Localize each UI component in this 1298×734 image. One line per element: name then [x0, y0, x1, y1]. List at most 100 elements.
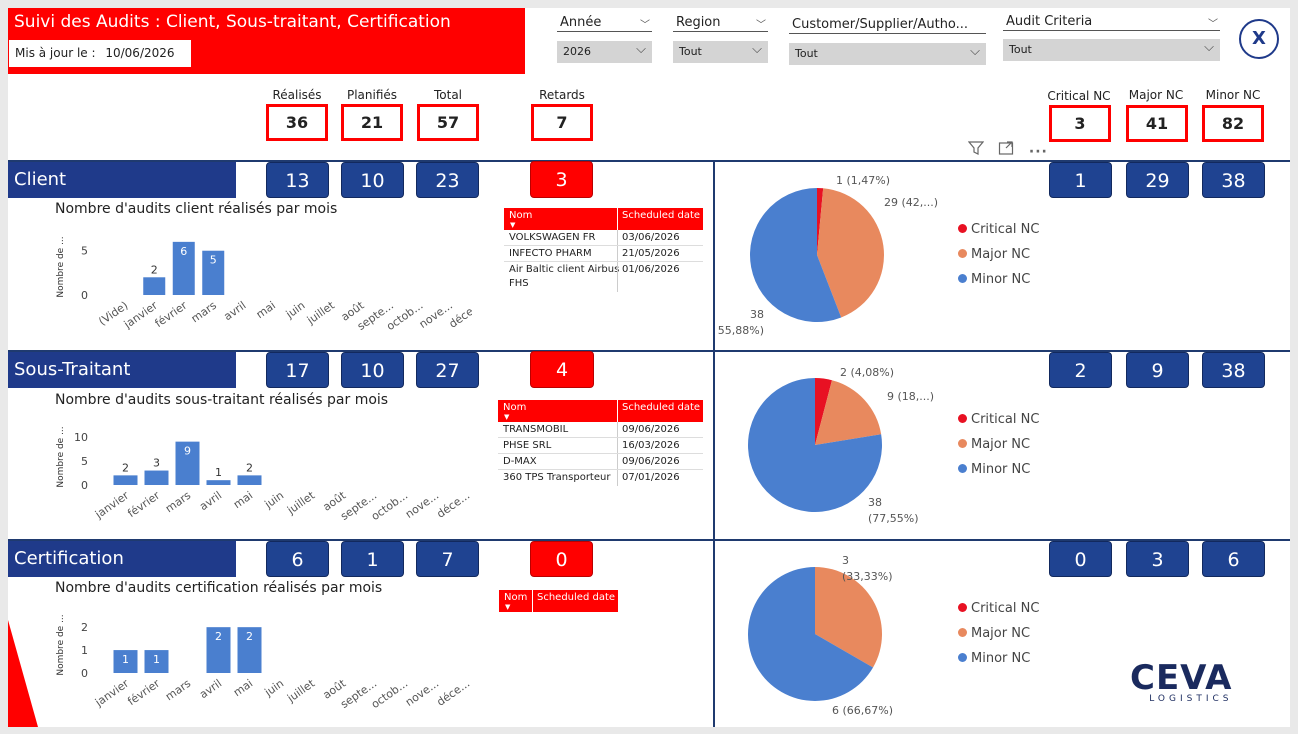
- year-filter-label[interactable]: Année ﹀: [557, 15, 652, 32]
- legend-item[interactable]: Minor NC: [958, 462, 1039, 487]
- table-header-nom[interactable]: Nom: [504, 592, 528, 603]
- bar: [113, 475, 138, 485]
- kpi-major-label: Major NC: [1128, 88, 1184, 102]
- legend-item[interactable]: Minor NC: [958, 651, 1039, 676]
- table-header: Nom ▼ Scheduled date: [504, 208, 703, 230]
- table-header-date[interactable]: Scheduled date: [622, 402, 701, 413]
- x-tick-label: février: [125, 677, 162, 709]
- certification-nc-pie-chart: 3 (33,33%) 6 (66,67%): [748, 554, 893, 717]
- kpi-critical-label: Critical NC: [1047, 89, 1111, 103]
- table-row[interactable]: 360 TPS Transporteur 07/01/2026: [498, 470, 703, 486]
- customer-filter-label[interactable]: Customer/Supplier/Autho...: [789, 17, 986, 34]
- table-header-nom[interactable]: Nom: [509, 210, 533, 221]
- more-options-icon[interactable]: ···: [1028, 144, 1048, 160]
- chevron-down-icon: ⌵: [752, 42, 762, 57]
- certification-bar-chart: Nombre de ... 0 1 2 1 janvier 1 février mars 2 avr…: [56, 614, 472, 711]
- table-row[interactable]: TRANSMOBIL 09/06/2026: [498, 422, 703, 438]
- pie-slice: [815, 378, 832, 445]
- client-chart-title: Nombre d'audits client réalisés par mois: [55, 201, 338, 217]
- table-header: Nom ▼ Scheduled date: [498, 400, 703, 422]
- certification-total-count: 7: [416, 541, 479, 577]
- pie-slice: [748, 378, 882, 512]
- table-row[interactable]: VOLKSWAGEN FR 03/06/2026: [504, 230, 703, 246]
- legend-item[interactable]: Critical NC: [958, 601, 1039, 626]
- y-tick-label: 0: [81, 479, 88, 492]
- subcontractor-major-count: 9: [1126, 352, 1189, 388]
- table-header-date[interactable]: Scheduled date: [622, 210, 701, 221]
- bar: [206, 480, 231, 485]
- chevron-down-icon: ⌵: [1204, 40, 1214, 55]
- focus-mode-icon[interactable]: [998, 140, 1022, 160]
- region-filter-label[interactable]: Region ﹀: [673, 15, 768, 32]
- legend-item[interactable]: Major NC: [958, 626, 1039, 651]
- audit-criteria-filter-select[interactable]: Tout ⌵: [1003, 39, 1220, 61]
- table-row[interactable]: Air Baltic client Airbus FHS 01/06/2026: [504, 262, 703, 292]
- x-tick-label: mars: [163, 489, 193, 516]
- year-filter-select[interactable]: 2026 ⌵: [557, 41, 652, 63]
- client-total-count: 23: [416, 162, 479, 198]
- certification-retards-count: 0: [530, 541, 593, 577]
- kpi-realises-value: 36: [266, 104, 328, 141]
- decor-red-corner: [8, 620, 38, 727]
- ceva-logistics-logo: CEVA LOGISTICS: [1130, 658, 1233, 704]
- pie-slice: [817, 188, 884, 318]
- data-label: 3: [153, 457, 160, 470]
- subcontractor-retards-count: 4: [530, 351, 594, 388]
- bar: [237, 627, 262, 673]
- table-header-date[interactable]: Scheduled date: [537, 592, 616, 603]
- region-filter-select[interactable]: Tout ⌵: [673, 41, 768, 63]
- subcontractor-overdue-table: Nom ▼ Scheduled date TRANSMOBIL 09/06/202…: [498, 400, 703, 486]
- subcontractor-total-count: 27: [416, 352, 479, 388]
- data-label: 1: [215, 466, 222, 479]
- kpi-major-value: 41: [1126, 105, 1188, 142]
- x-tick-label: nove...: [403, 677, 441, 709]
- y-tick-label: 2: [81, 621, 88, 634]
- filter-icon[interactable]: [967, 140, 988, 160]
- legend-item[interactable]: Major NC: [958, 247, 1039, 272]
- chevron-down-icon: ⌵: [636, 42, 646, 57]
- table-row[interactable]: INFECTO PHARM 21/05/2026: [504, 246, 703, 262]
- audit-criteria-filter-label[interactable]: Audit Criteria ﹀: [1003, 14, 1220, 31]
- client-overdue-table: Nom ▼ Scheduled date VOLKSWAGEN FR 03/06/…: [504, 208, 703, 292]
- subcontractor-chart-title: Nombre d'audits sous-traitant réalisés p…: [55, 392, 389, 408]
- chevron-down-icon: ⌵: [970, 44, 980, 59]
- data-label: 2: [246, 461, 253, 474]
- pie-data-label: 2 (4,08%): [840, 366, 894, 379]
- table-row[interactable]: D-MAX 09/06/2026: [498, 454, 703, 470]
- y-tick-label: 5: [81, 245, 88, 258]
- certification-major-count: 3: [1126, 541, 1189, 577]
- x-tick-label: avril: [197, 677, 224, 701]
- section-divider: [8, 350, 1290, 352]
- x-tick-label: février: [125, 489, 162, 521]
- table-header-nom[interactable]: Nom: [503, 402, 527, 413]
- client-retards-count: 3: [530, 161, 593, 198]
- last-updated: Mis à jour le : 10/06/2026: [9, 40, 191, 67]
- pie-data-label: 38: [868, 496, 882, 509]
- close-button[interactable]: X: [1239, 19, 1279, 59]
- bar: [144, 470, 169, 485]
- client-major-count: 29: [1126, 162, 1189, 198]
- x-tick-label: juillet: [284, 676, 318, 705]
- client-realises-count: 13: [266, 162, 329, 198]
- legend-item[interactable]: Major NC: [958, 437, 1039, 462]
- x-tick-label: mars: [189, 299, 219, 326]
- table-row[interactable]: PHSE SRL 16/03/2026: [498, 438, 703, 454]
- legend-item[interactable]: Minor NC: [958, 272, 1039, 297]
- legend-item[interactable]: Critical NC: [958, 412, 1039, 437]
- customer-filter-select[interactable]: Tout ⌵: [789, 43, 986, 65]
- data-label: 1: [122, 653, 129, 666]
- last-updated-label: Mis à jour le :: [15, 46, 96, 60]
- client-critical-count: 1: [1049, 162, 1112, 198]
- x-tick-label: nove...: [403, 489, 441, 521]
- certification-critical-count: 0: [1049, 541, 1112, 577]
- x-tick-label: juin: [283, 299, 308, 322]
- x-tick-label: déce...: [434, 489, 472, 521]
- section-certification-header: Certification: [8, 541, 236, 577]
- kpi-retards-label: Retards: [539, 88, 585, 102]
- x-tick-label: mai: [231, 677, 255, 699]
- data-label: 6: [180, 245, 187, 258]
- certification-chart-title: Nombre d'audits certification réalisés p…: [55, 580, 383, 596]
- y-tick-label: 10: [74, 431, 88, 444]
- pie-data-label: 6 (66,67%): [832, 704, 893, 717]
- legend-item[interactable]: Critical NC: [958, 222, 1039, 247]
